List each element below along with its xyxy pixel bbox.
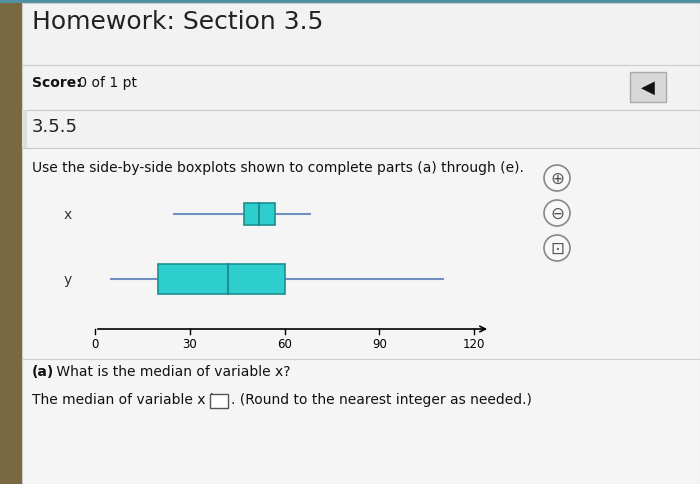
Text: 0 of 1 pt: 0 of 1 pt	[74, 76, 137, 90]
Text: 0: 0	[91, 337, 99, 350]
Text: 90: 90	[372, 337, 387, 350]
Text: 60: 60	[277, 337, 292, 350]
FancyBboxPatch shape	[630, 73, 666, 103]
Text: x: x	[64, 208, 72, 222]
Bar	[0, 0, 22, 484]
Bar	[22, 66, 700, 111]
Text: y: y	[64, 272, 72, 287]
Text: The median of variable x is: The median of variable x is	[32, 392, 225, 406]
Bar	[210, 394, 228, 408]
Text: Score:: Score:	[32, 76, 82, 90]
Bar	[22, 111, 27, 149]
Bar	[259, 204, 275, 226]
Bar	[22, 4, 700, 66]
Circle shape	[544, 166, 570, 192]
Bar	[244, 204, 259, 226]
Text: ⊖: ⊖	[550, 205, 564, 223]
Text: 120: 120	[463, 337, 485, 350]
Circle shape	[544, 236, 570, 261]
Text: ⊕: ⊕	[550, 170, 564, 188]
Text: ⊡: ⊡	[550, 240, 564, 257]
Text: Homework: Section 3.5: Homework: Section 3.5	[32, 10, 323, 34]
Bar	[22, 111, 700, 149]
Bar	[0, 0, 700, 4]
Text: . (Round to the nearest integer as needed.): . (Round to the nearest integer as neede…	[231, 392, 532, 406]
Bar	[158, 264, 228, 294]
Text: 30: 30	[183, 337, 197, 350]
Text: What is the median of variable x?: What is the median of variable x?	[52, 364, 290, 378]
Circle shape	[544, 200, 570, 227]
Text: ◀: ◀	[641, 79, 655, 97]
Text: Use the side-by-side boxplots shown to complete parts (a) through (e).: Use the side-by-side boxplots shown to c…	[32, 161, 524, 175]
Bar	[228, 264, 285, 294]
Text: 3.5.5: 3.5.5	[32, 118, 78, 136]
Bar	[22, 149, 700, 484]
Text: (a): (a)	[32, 364, 55, 378]
